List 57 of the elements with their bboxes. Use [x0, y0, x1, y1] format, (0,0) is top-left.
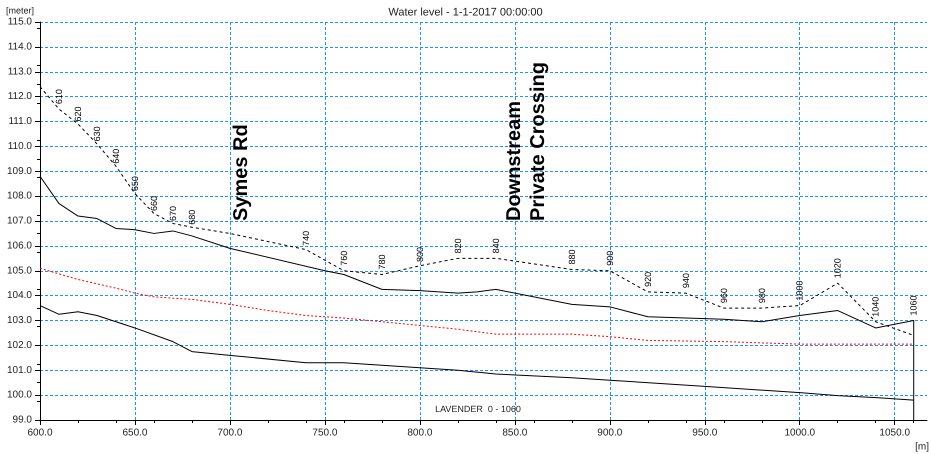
y-tick-label: 104.0 — [6, 290, 32, 302]
annotation: 680 — [186, 210, 197, 225]
annotation: 640 — [110, 148, 121, 164]
x-tick-label: 800.0 — [407, 428, 433, 438]
x-tick-label: 750.0 — [312, 428, 338, 438]
annotation: 820 — [452, 238, 463, 254]
annotation: 780 — [376, 254, 387, 270]
y-tick-label: 107.0 — [6, 216, 32, 226]
x-tick-label: 650.0 — [122, 428, 148, 438]
x-tick-label: 850.0 — [502, 428, 528, 438]
annotation: Symes Rd — [230, 124, 252, 221]
annotation: 630 — [92, 126, 102, 142]
annotation: 800 — [414, 247, 425, 262]
annotation: 960 — [718, 288, 729, 304]
annotation: 880 — [566, 250, 577, 265]
annotation: 1000 — [794, 280, 805, 301]
annotation: 670 — [168, 206, 178, 221]
annotation: 740 — [300, 230, 311, 246]
y-tick-label: 110.0 — [8, 140, 32, 152]
y-tick-label: 112.0 — [8, 91, 32, 102]
annotation: 760 — [338, 250, 349, 266]
chart-title: Water level - 1-1-2017 00:00:00 — [388, 6, 543, 18]
annotation: 1040 — [870, 296, 881, 317]
y-tick-label: 111.0 — [8, 116, 32, 127]
annotation: 650 — [130, 176, 140, 192]
annotation: 940 — [680, 273, 691, 288]
y-tick-label: 108.0 — [6, 190, 32, 202]
annotation: 900 — [604, 250, 615, 266]
annotation: 620 — [72, 106, 83, 122]
x-tick-label: 1050.0 — [879, 428, 910, 438]
y-tick-label: 105.0 — [6, 265, 32, 276]
annotation: 610 — [54, 89, 64, 104]
y-tick-label: 103.0 — [6, 315, 32, 326]
x-tick-label: 900.0 — [597, 428, 623, 438]
x-tick-label: 1000.0 — [784, 428, 816, 438]
y-tick-label: 100.0 — [6, 390, 32, 401]
y-axis-title: [meter] — [6, 6, 34, 16]
x-tick-label: 700.0 — [217, 428, 243, 438]
x-axis-title: [m] — [915, 442, 930, 452]
y-tick-label: 102.0 — [6, 340, 32, 351]
y-tick-label: 101.0 — [6, 364, 32, 376]
annotation: 920 — [642, 272, 653, 287]
y-tick-label: 113.0 — [8, 66, 32, 78]
y-tick-label: 114.0 — [8, 41, 32, 52]
y-tick-label: 115.0 — [8, 16, 32, 28]
x-tick-label: 950.0 — [692, 428, 718, 438]
y-tick-label: 99.0 — [12, 414, 32, 426]
x-tick-label: 600.0 — [27, 428, 53, 438]
annotation: 840 — [490, 238, 501, 254]
y-tick-label: 109.0 — [6, 166, 32, 177]
annotation: 1060 — [908, 295, 919, 316]
annotation: 980 — [756, 288, 767, 304]
annotation: LAVENDER 0 - 1060 — [435, 404, 521, 414]
annotation: 660 — [148, 196, 159, 212]
annotation: Downstream Private Crossing — [503, 62, 549, 221]
annotation: 1020 — [832, 258, 843, 278]
y-tick-label: 106.0 — [6, 240, 32, 252]
